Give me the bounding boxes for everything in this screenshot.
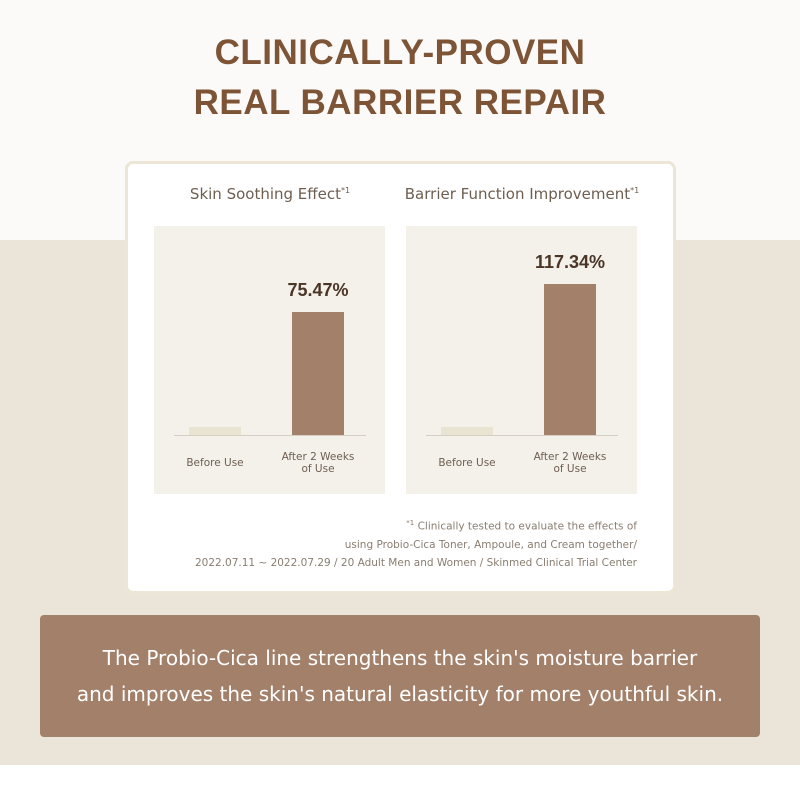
description: The Probio-Cica line strengthens the ski…: [40, 615, 760, 737]
background-bottom: [0, 765, 800, 800]
chart-title-text: Skin Soothing Effect: [189, 185, 341, 203]
baseline: [174, 435, 366, 436]
headline-line: CLINICALLY-PROVEN: [214, 33, 586, 72]
footnote: *1 Clinically tested to evaluate the eff…: [195, 514, 637, 572]
chart-title-mark: *1: [340, 186, 351, 195]
footnote-line: 2022.07.11 ~ 2022.07.29 / 20 Adult Men a…: [194, 556, 637, 569]
chart-title-mark: *1: [630, 186, 640, 195]
category-label: After 2 Weeks of Use: [281, 451, 355, 475]
baseline: [426, 435, 618, 436]
footnote-mark: *1: [406, 519, 415, 527]
footnote-line: using Probio-Cica Toner, Ampoule, and Cr…: [344, 538, 637, 551]
chart-title: Barrier Function Improvement*1: [392, 185, 652, 203]
bar: [441, 427, 493, 435]
chart-title-text: Barrier Function Improvement: [404, 185, 631, 203]
value-label: 117.34%: [534, 251, 606, 272]
chart-panel: Before Use 75.47% After 2 Weeks of Use: [154, 226, 385, 494]
value-label: 75.47%: [287, 279, 349, 300]
headline: CLINICALLY-PROVEN REAL BARRIER REPAIR: [0, 28, 800, 128]
headline-line: REAL BARRIER REPAIR: [193, 83, 607, 122]
chart-panel: Before Use 117.34% After 2 Weeks of Use: [406, 226, 637, 494]
bar: [544, 283, 596, 435]
bar: [189, 426, 241, 435]
footnote-line: *1 Clinically tested to evaluate the eff…: [195, 514, 637, 536]
category-label: Before Use: [438, 457, 496, 469]
category-label: After 2 Weeks of Use: [533, 451, 607, 475]
bar: [292, 311, 344, 435]
description-line: and improves the skin's natural elastici…: [76, 682, 724, 706]
category-label: Before Use: [186, 457, 244, 469]
description-line: The Probio-Cica line strengthens the ski…: [102, 646, 698, 670]
chart-title: Skin Soothing Effect*1: [140, 185, 400, 203]
footnote-text: Clinically tested to evaluate the effect…: [417, 520, 637, 533]
